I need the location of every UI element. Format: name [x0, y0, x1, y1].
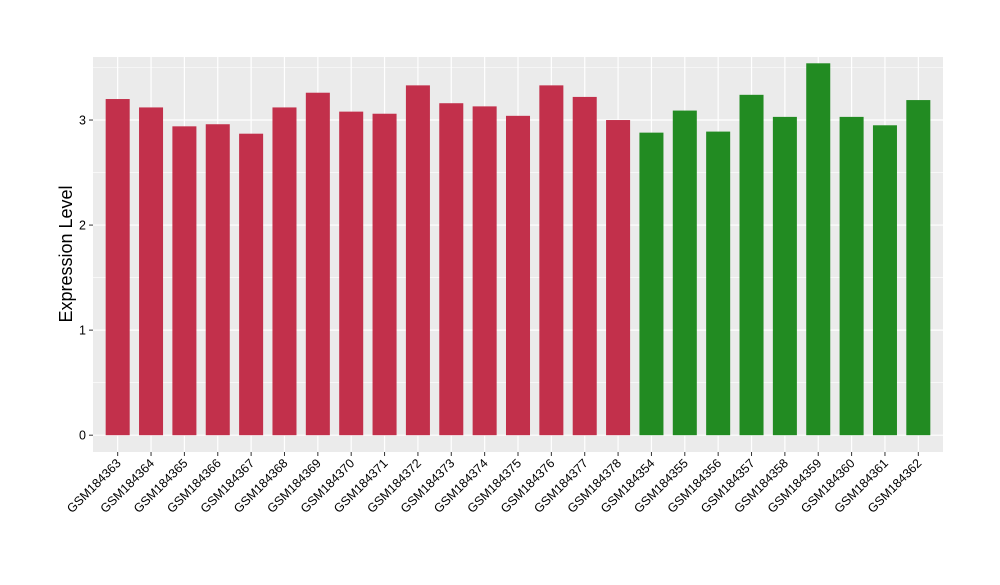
bar-GSM184361	[872, 125, 897, 436]
bar-GSM184376	[539, 85, 564, 436]
bar-GSM184373	[439, 103, 464, 436]
y-tick-label: 3	[79, 114, 86, 128]
bar-GSM184354	[639, 132, 664, 436]
bar-GSM184360	[839, 116, 864, 436]
bar-GSM184362	[906, 100, 931, 436]
bar-GSM184358	[772, 116, 797, 436]
bar-GSM184364	[139, 107, 164, 436]
y-tick-label: 2	[79, 219, 86, 233]
bar-GSM184378	[606, 120, 631, 436]
bar-GSM184377	[572, 96, 597, 436]
bar-GSM184363	[105, 99, 130, 436]
bar-GSM184369	[305, 92, 330, 436]
bar-GSM184359	[806, 63, 831, 436]
bar-GSM184374	[472, 106, 497, 436]
bar-GSM184367	[239, 133, 264, 436]
x-axis-ticks: GSM184363GSM184364GSM184365GSM184366GSM1…	[64, 452, 924, 516]
y-tick-label: 1	[79, 324, 86, 338]
y-axis-ticks: 0 1 2 3	[79, 114, 93, 443]
bar-GSM184368	[272, 107, 297, 436]
bar-GSM184366	[205, 124, 230, 436]
bar-GSM184356	[706, 131, 731, 436]
bar-GSM184372	[405, 85, 430, 436]
bar-GSM184365	[172, 126, 197, 436]
bar-GSM184370	[339, 111, 364, 436]
bars	[105, 63, 931, 436]
bar-GSM184355	[672, 110, 697, 436]
y-axis-title: Expression Level	[56, 185, 76, 322]
bar-GSM184371	[372, 113, 397, 436]
y-tick-label: 0	[79, 429, 86, 443]
bar-GSM184375	[505, 115, 531, 436]
bar-GSM184357	[739, 94, 764, 436]
